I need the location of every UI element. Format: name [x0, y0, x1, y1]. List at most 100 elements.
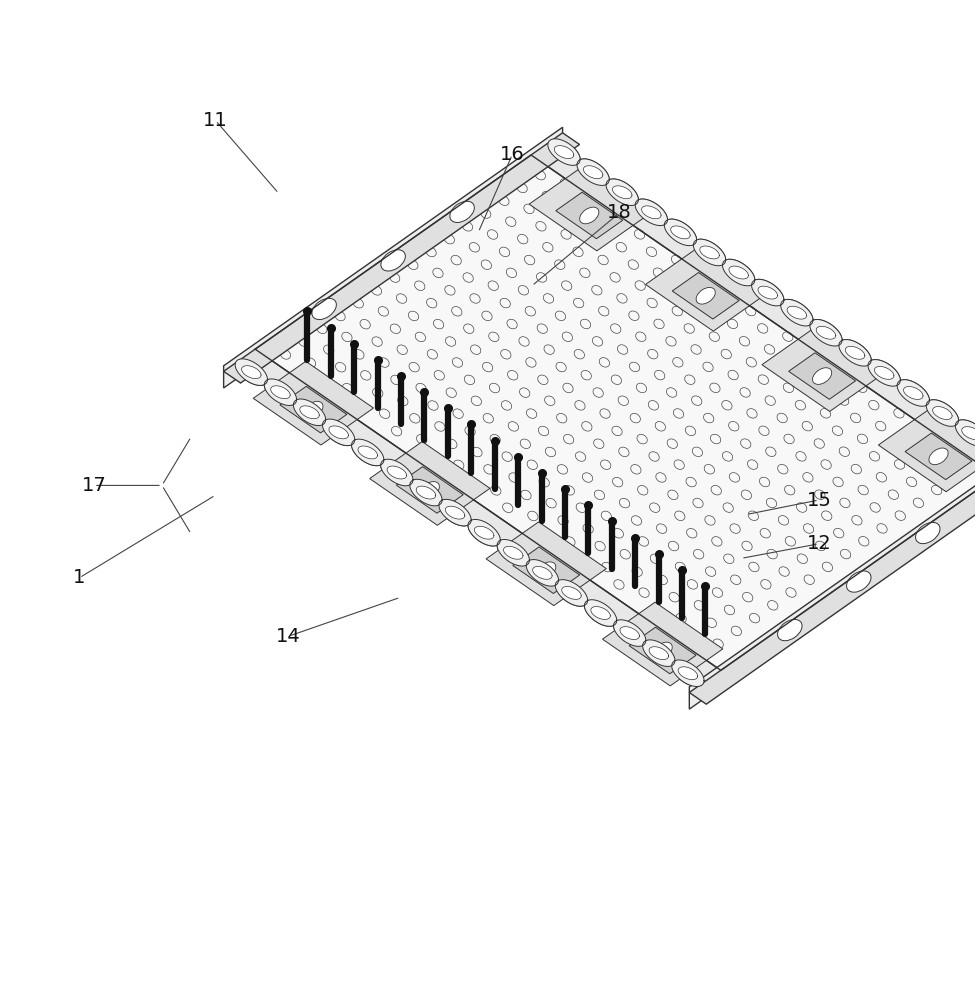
Polygon shape	[961, 427, 976, 440]
Polygon shape	[788, 306, 806, 319]
Text: 14: 14	[276, 627, 301, 646]
Polygon shape	[235, 359, 267, 385]
Polygon shape	[689, 448, 976, 709]
Polygon shape	[606, 179, 638, 206]
Ellipse shape	[696, 287, 715, 304]
Polygon shape	[897, 380, 929, 406]
Polygon shape	[562, 586, 581, 599]
Ellipse shape	[929, 448, 948, 465]
Polygon shape	[439, 499, 471, 526]
Polygon shape	[810, 319, 842, 346]
Polygon shape	[370, 442, 490, 525]
Polygon shape	[845, 346, 865, 359]
Polygon shape	[329, 426, 348, 439]
Polygon shape	[933, 407, 953, 419]
Polygon shape	[641, 206, 661, 219]
Polygon shape	[874, 366, 894, 379]
Polygon shape	[904, 387, 923, 399]
Polygon shape	[381, 459, 413, 486]
Polygon shape	[874, 366, 894, 379]
Polygon shape	[758, 286, 778, 299]
Polygon shape	[555, 580, 588, 606]
Polygon shape	[788, 306, 806, 319]
Polygon shape	[410, 479, 442, 506]
Ellipse shape	[304, 401, 323, 418]
Polygon shape	[577, 159, 609, 185]
Polygon shape	[729, 266, 749, 279]
Polygon shape	[789, 353, 856, 399]
Polygon shape	[700, 246, 719, 259]
Polygon shape	[878, 408, 976, 492]
Polygon shape	[905, 433, 972, 480]
Polygon shape	[722, 259, 754, 286]
Polygon shape	[497, 540, 529, 566]
Polygon shape	[239, 338, 737, 681]
Ellipse shape	[312, 298, 337, 320]
Polygon shape	[548, 139, 580, 165]
Polygon shape	[816, 326, 835, 339]
Polygon shape	[224, 127, 562, 388]
Polygon shape	[781, 299, 813, 326]
Ellipse shape	[421, 482, 439, 498]
Polygon shape	[497, 540, 529, 566]
Polygon shape	[961, 427, 976, 440]
Polygon shape	[486, 522, 606, 606]
Polygon shape	[387, 466, 407, 479]
Polygon shape	[294, 399, 326, 426]
Polygon shape	[264, 379, 297, 405]
Polygon shape	[322, 419, 355, 446]
Polygon shape	[585, 600, 617, 626]
Polygon shape	[504, 546, 523, 559]
Polygon shape	[396, 467, 464, 513]
Polygon shape	[762, 328, 882, 411]
Polygon shape	[781, 299, 813, 326]
Polygon shape	[381, 459, 413, 486]
Polygon shape	[474, 526, 494, 539]
Polygon shape	[416, 486, 435, 499]
Polygon shape	[649, 647, 669, 660]
Ellipse shape	[778, 619, 802, 641]
Polygon shape	[554, 146, 574, 159]
Polygon shape	[562, 586, 581, 599]
Polygon shape	[839, 340, 872, 366]
Polygon shape	[358, 446, 378, 459]
Polygon shape	[585, 600, 617, 626]
Polygon shape	[239, 360, 705, 689]
Polygon shape	[280, 386, 346, 433]
Polygon shape	[584, 166, 603, 179]
Polygon shape	[845, 346, 865, 359]
Polygon shape	[253, 361, 374, 445]
Polygon shape	[613, 186, 631, 199]
Polygon shape	[548, 139, 580, 165]
Polygon shape	[671, 660, 704, 686]
Polygon shape	[645, 247, 766, 331]
Polygon shape	[270, 386, 290, 399]
Polygon shape	[752, 279, 784, 306]
Text: 15: 15	[806, 490, 832, 510]
Polygon shape	[613, 186, 631, 199]
Polygon shape	[956, 420, 976, 446]
Polygon shape	[810, 319, 842, 346]
Polygon shape	[620, 627, 639, 640]
Polygon shape	[689, 454, 976, 704]
Ellipse shape	[537, 562, 555, 579]
Polygon shape	[700, 246, 719, 259]
Polygon shape	[554, 146, 574, 159]
Polygon shape	[445, 506, 465, 519]
Polygon shape	[468, 519, 501, 546]
Polygon shape	[839, 340, 872, 366]
Polygon shape	[614, 620, 646, 646]
Polygon shape	[606, 179, 638, 206]
Polygon shape	[322, 419, 355, 446]
Polygon shape	[672, 273, 739, 319]
Polygon shape	[242, 366, 261, 379]
Polygon shape	[294, 399, 326, 426]
Polygon shape	[526, 560, 558, 586]
Polygon shape	[468, 519, 501, 546]
Polygon shape	[642, 640, 675, 666]
Ellipse shape	[653, 642, 672, 659]
Polygon shape	[868, 360, 900, 386]
Text: 1: 1	[73, 568, 86, 587]
Polygon shape	[445, 506, 465, 519]
Polygon shape	[577, 159, 609, 185]
